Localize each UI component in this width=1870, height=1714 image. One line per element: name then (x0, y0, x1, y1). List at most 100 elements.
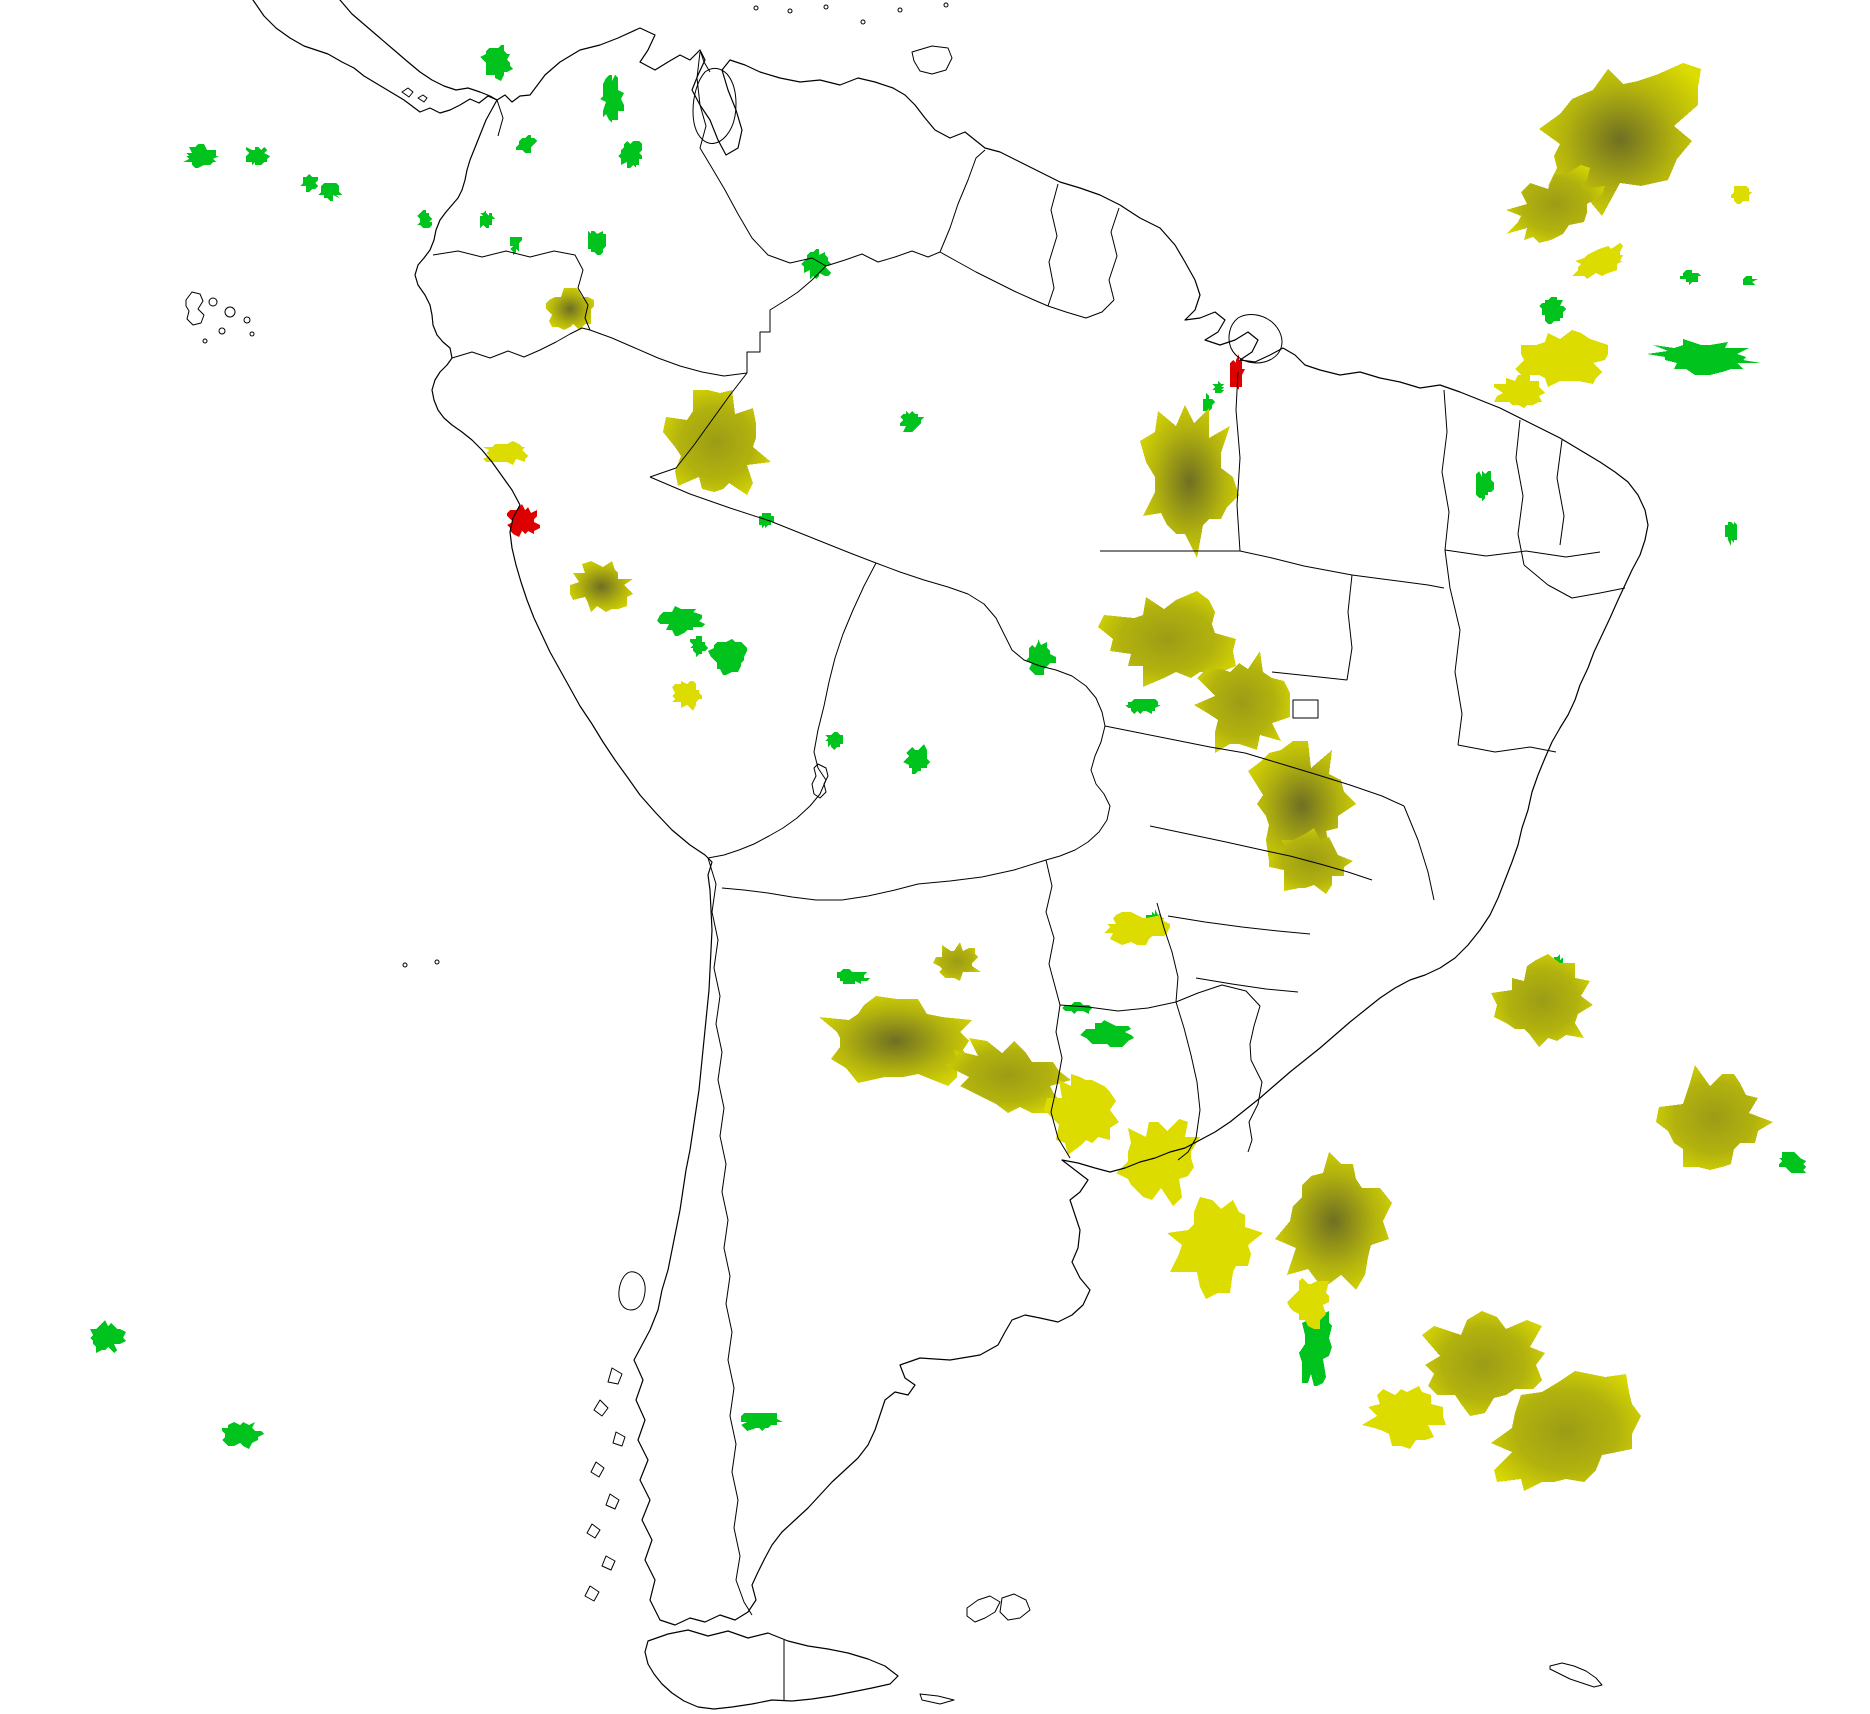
precip-cell-yellow (1269, 828, 1353, 894)
border-peru-brazil-upper (649, 372, 748, 478)
precip-cell-green (90, 1320, 126, 1353)
precip-cell-green (516, 135, 537, 153)
central-america-coastline-south (252, 0, 498, 114)
border-bolivia-paraguay-argentina (721, 859, 1047, 901)
precip-cell-yellow (1515, 330, 1608, 387)
panama-lakes (401, 87, 428, 103)
lake-titicaca (811, 763, 829, 799)
border-paraguay-argentina-south (1059, 1001, 1177, 1012)
precip-cell-green (708, 639, 747, 675)
basemap (185, 0, 1649, 1710)
precip-cell-green (825, 732, 843, 750)
precip-cell-green (1212, 381, 1224, 393)
border-brazil-uruguay (1247, 1059, 1263, 1153)
precip-cell-yellow (1287, 1278, 1329, 1329)
falkland-islands (966, 1593, 1031, 1623)
precip-cell-yellow (1491, 1371, 1641, 1491)
precip-cell-yellow (1506, 165, 1605, 243)
precip-cell-green (318, 183, 342, 201)
border-bolivia-brazil (875, 562, 1111, 861)
precip-cell-yellow (1098, 591, 1236, 687)
precipitation-cells (90, 45, 1806, 1491)
lake-maracaibo (692, 49, 737, 144)
precip-cell-yellow (1731, 186, 1752, 204)
south-georgia-island (1549, 1662, 1603, 1688)
precip-cell-yellow (570, 561, 633, 612)
precip-cell-yellow (1422, 1311, 1545, 1416)
isla-de-los-estados (919, 1693, 955, 1705)
precip-cell-yellow (1275, 1152, 1392, 1290)
caribbean-islets (753, 2, 949, 25)
precip-cell-yellow (1248, 741, 1356, 870)
precip-cell-green (1062, 1002, 1092, 1014)
trinidad-island (911, 45, 953, 75)
precip-cell-yellow (1044, 1074, 1119, 1155)
precip-cell-green (1740, 276, 1758, 285)
border-guianas-brazil (939, 251, 1115, 319)
border-venezuela-brazil (825, 250, 941, 267)
precip-cell-green (1680, 270, 1701, 285)
border-ecuador-colombia (432, 250, 591, 331)
precip-cell-green (1125, 699, 1161, 714)
border-colombia-venezuela (696, 51, 827, 267)
border-guyana-suriname (1047, 183, 1059, 307)
precip-cell-yellow (672, 681, 702, 711)
precip-cell-yellow (546, 288, 594, 330)
precip-cell-yellow (1572, 243, 1623, 279)
precip-cell-green (417, 210, 432, 228)
precip-cell-yellow (1656, 1065, 1773, 1170)
precip-cell-green (588, 231, 606, 255)
border-venezuela-guyana (939, 149, 986, 253)
precip-cell-green (903, 744, 930, 774)
border-suriname-french-guiana (1108, 207, 1120, 301)
central-america-coastline-north (339, 0, 498, 101)
precip-cell-yellow (933, 942, 981, 981)
precip-cell-green (1779, 1152, 1806, 1173)
south-america-coastline (414, 27, 1649, 1626)
precip-cell-green (246, 147, 270, 165)
precip-cell-green (741, 1413, 783, 1431)
precip-cell-green (1539, 297, 1566, 324)
precip-cell-green (480, 210, 495, 228)
country-borders (432, 51, 1263, 1616)
border-peru-brazil-lower (649, 476, 877, 564)
tierra-del-fuego-island (644, 1629, 899, 1710)
precip-cell-yellow (945, 1038, 1071, 1113)
precip-cell-yellow (1104, 912, 1170, 945)
precip-cell-green (759, 513, 774, 528)
border-argentina-brazil-misiones (1175, 984, 1261, 1061)
precip-cell-green (510, 234, 522, 255)
marajo-island (1228, 314, 1283, 364)
precip-cell-green (222, 1422, 264, 1449)
precip-cell-yellow (1167, 1197, 1263, 1299)
precip-cell-yellow (819, 996, 972, 1086)
pacific-islets (402, 959, 440, 968)
precip-cell-green (1476, 471, 1494, 501)
precip-cell-green (300, 174, 318, 192)
precip-cell-red (507, 504, 540, 537)
precip-cell-green (1203, 393, 1215, 411)
border-peru-bolivia-chile (707, 562, 877, 859)
border-colombia-peru (589, 329, 748, 377)
border-colombia-brazil (746, 265, 827, 373)
precip-cell-green (1080, 1020, 1134, 1047)
precip-cell-green (801, 249, 831, 279)
precip-cell-yellow (1491, 954, 1593, 1047)
precip-cell-green (480, 45, 513, 81)
galapagos-islands (185, 291, 255, 344)
precip-cell-green (183, 144, 219, 168)
border-chile-argentina (707, 857, 753, 1616)
precip-cell-green (837, 969, 870, 984)
precip-cell-yellow (1116, 1119, 1200, 1206)
precip-cell-green (600, 75, 624, 123)
precip-cell-green (657, 606, 705, 636)
border-ecuador-peru (451, 327, 591, 359)
precip-cell-yellow (1362, 1386, 1446, 1449)
border-panama-colombia (496, 99, 504, 137)
precip-cell-green (1725, 522, 1737, 546)
border-uruguay-river (1175, 1001, 1201, 1161)
precip-cell-green (690, 636, 708, 657)
precip-cell-yellow (663, 390, 771, 495)
